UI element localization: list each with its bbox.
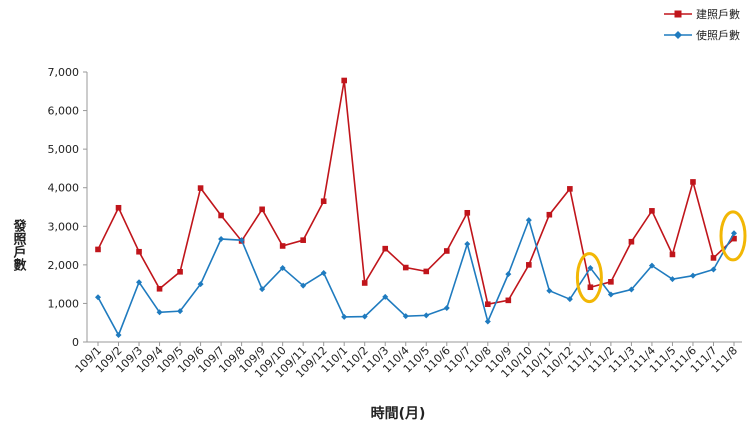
legend-label-usage: 使照戶數 <box>696 29 740 42</box>
legend-marker-permit <box>674 10 682 18</box>
data-point-permit <box>423 268 430 275</box>
data-point-usage <box>710 266 717 273</box>
data-point-permit <box>649 208 655 214</box>
data-point-usage <box>505 271 512 278</box>
data-point-usage <box>566 296 573 303</box>
series-line-usage <box>97 217 735 337</box>
data-point-usage <box>136 279 143 286</box>
data-point-permit <box>95 246 101 253</box>
data-point-permit <box>485 301 491 307</box>
data-point-permit <box>156 285 163 292</box>
legend: 建照戶數 使照戶數 <box>664 7 740 42</box>
data-point-permit <box>546 211 553 218</box>
data-point-permit <box>567 186 573 192</box>
data-point-permit <box>402 264 409 271</box>
data-point-permit <box>361 280 368 286</box>
data-point-usage <box>95 294 101 301</box>
data-point-permit <box>115 204 122 211</box>
data-point-permit <box>259 206 265 213</box>
data-point-usage <box>177 308 184 315</box>
data-point-usage <box>443 305 450 312</box>
data-point-usage <box>484 318 491 325</box>
data-point-usage <box>689 272 696 279</box>
data-point-usage <box>300 282 307 289</box>
legend-item-usage: 使照戶數 <box>664 29 740 42</box>
data-point-permit <box>526 262 532 268</box>
data-point-permit <box>382 245 389 252</box>
data-point-usage <box>238 237 245 244</box>
data-point-permit <box>197 185 204 191</box>
data-point-usage <box>628 286 635 293</box>
data-point-usage <box>669 276 676 283</box>
y-tick-label: 2,000 <box>48 259 80 272</box>
annotation-layer <box>575 210 747 304</box>
data-point-usage <box>423 312 430 319</box>
data-point-permit <box>136 248 142 255</box>
highlight-circle <box>575 252 603 304</box>
data-point-usage <box>341 313 348 320</box>
legend-item-permit: 建照戶數 <box>664 7 740 21</box>
legend-label-permit: 建照戶數 <box>696 7 740 21</box>
data-point-permit <box>341 77 347 84</box>
data-point-usage <box>382 293 389 300</box>
data-point-permit <box>690 179 696 185</box>
data-point-permit <box>464 209 471 216</box>
y-tick-labels: 0 1,000 2,000 3,000 4,000 5,000 6,000 7,000 <box>48 66 87 349</box>
data-point-usage <box>197 281 204 288</box>
y-tick-label: 0 <box>72 336 79 349</box>
data-point-usage <box>218 236 225 243</box>
y-tick-label: 5,000 <box>48 143 80 156</box>
data-point-permit <box>628 238 635 245</box>
data-point-usage <box>607 291 614 298</box>
data-point-usage <box>361 313 368 320</box>
data-point-permit <box>300 237 306 243</box>
data-point-permit <box>177 269 183 275</box>
legend-marker-usage <box>674 31 682 39</box>
data-point-permit <box>608 279 614 285</box>
y-tick-label: 3,000 <box>48 220 80 233</box>
data-point-usage <box>587 264 594 271</box>
data-point-permit <box>505 297 512 304</box>
highlight-circle <box>719 210 747 262</box>
data-point-permit <box>218 212 224 219</box>
data-point-permit <box>669 251 676 258</box>
data-point-usage <box>525 217 532 224</box>
data-point-permit <box>587 284 594 291</box>
data-point-usage <box>464 241 471 248</box>
y-tick-label: 6,000 <box>48 105 80 118</box>
y-tick-label: 7,000 <box>48 66 80 79</box>
data-point-permit <box>710 255 717 261</box>
series-layer <box>95 77 737 339</box>
data-point-usage <box>279 264 286 271</box>
data-point-permit <box>731 235 737 242</box>
data-point-usage <box>156 309 163 316</box>
data-point-permit <box>443 248 450 254</box>
x-tick-labels: 109/1109/2109/3109/4109/5109/6109/7109/8… <box>73 342 740 380</box>
data-point-usage <box>648 262 655 269</box>
data-point-usage <box>546 287 553 294</box>
y-tick-label: 4,000 <box>48 182 80 195</box>
data-point-usage <box>731 230 737 237</box>
data-point-usage <box>320 269 327 276</box>
data-point-usage <box>402 313 409 320</box>
series-line-permit <box>97 80 735 306</box>
data-point-permit <box>279 243 286 249</box>
y-tick-label: 1,000 <box>48 297 80 310</box>
data-point-usage <box>259 286 266 293</box>
data-point-usage <box>115 332 122 339</box>
axes <box>86 72 742 343</box>
x-axis-label: 時間(月) <box>371 405 426 422</box>
data-point-permit <box>320 198 327 205</box>
y-axis-label: 發照戶數 <box>11 218 28 272</box>
